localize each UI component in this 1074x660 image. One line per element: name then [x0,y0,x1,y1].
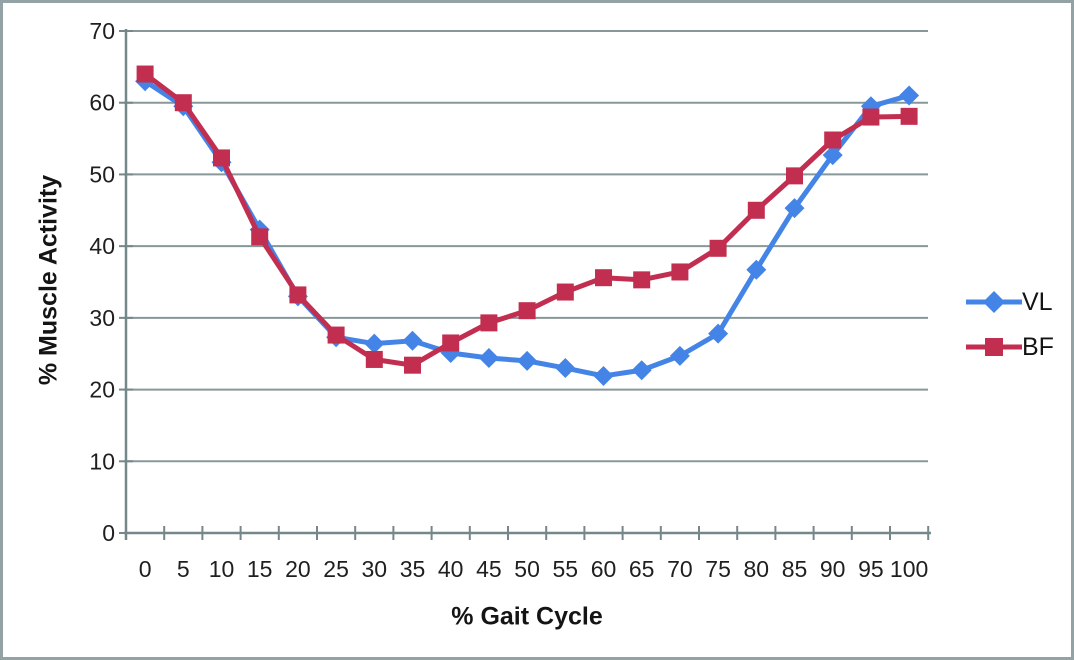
marker-bf-80 [747,201,765,219]
marker-bf-100 [900,107,918,125]
legend-entry-bf: BF [966,333,1054,361]
marker-bf-95 [862,108,880,126]
marker-vl-50 [517,350,538,371]
x-tick-label-75: 75 [705,556,731,582]
marker-bf-15 [251,228,269,246]
x-tick-label-100: 100 [890,556,928,582]
marker-bf-25 [327,326,345,344]
vl-line-marker-swatch [966,291,1022,313]
x-tick-label-60: 60 [591,556,617,582]
x-tick-label-45: 45 [476,556,502,582]
x-tick-label-30: 30 [362,556,388,582]
marker-bf-40 [442,334,460,352]
x-tick-label-55: 55 [553,556,579,582]
marker-bf-20 [289,286,307,304]
marker-vl-90 [822,145,843,166]
marker-bf-0 [136,65,154,83]
marker-bf-30 [365,350,383,368]
x-tick-label-10: 10 [209,556,235,582]
x-tick-label-85: 85 [782,556,808,582]
x-tick-label-95: 95 [858,556,884,582]
y-tick-label-50: 50 [89,161,115,187]
marker-vl-80 [746,259,767,280]
y-tick-label-20: 20 [89,377,115,403]
x-tick-label-40: 40 [438,556,464,582]
x-tick-label-35: 35 [400,556,426,582]
bf-line-marker-swatch [966,338,1022,356]
x-tick-label-20: 20 [285,556,311,582]
x-tick-label-5: 5 [177,556,190,582]
marker-vl-100 [899,85,920,106]
marker-bf-85 [786,167,803,185]
x-tick-label-80: 80 [744,556,770,582]
marker-vl-35 [402,330,423,351]
x-tick-label-65: 65 [629,556,655,582]
marker-bf-55 [556,283,574,301]
y-tick-label-40: 40 [89,233,115,259]
marker-bf-60 [595,269,612,287]
marker-bf-65 [633,271,651,289]
x-tick-label-15: 15 [247,556,273,582]
y-axis-title: % Muscle Activity [34,174,63,386]
marker-vl-30 [364,333,385,354]
y-tick-label-0: 0 [102,520,115,546]
marker-vl-85 [784,198,805,219]
legend-label-vl: VL [1022,287,1053,316]
x-tick-label-70: 70 [667,556,693,582]
legend-diamond-icon [983,291,1005,313]
marker-vl-65 [631,360,652,381]
legend: VL BF [966,288,1054,361]
series-line-bf [142,71,912,368]
marker-vl-45 [478,348,499,369]
marker-bf-5 [174,94,192,112]
x-tick-label-0: 0 [139,556,152,582]
marker-bf-10 [213,149,230,167]
marker-bf-70 [671,263,689,281]
x-tick-label-25: 25 [323,556,349,582]
marker-vl-60 [593,365,614,386]
x-tick-label-90: 90 [820,556,846,582]
marker-bf-45 [480,314,498,332]
marker-bf-50 [518,302,536,320]
legend-entry-vl: VL [966,288,1054,316]
marker-bf-90 [824,131,842,149]
y-tick-label-10: 10 [89,448,115,474]
marker-bf-35 [404,356,421,374]
y-tick-label-60: 60 [89,90,115,116]
marker-bf-75 [709,239,727,257]
legend-label-bf: BF [1022,332,1054,361]
marker-vl-55 [555,358,576,379]
x-axis-title: % Gait Cycle [451,602,603,631]
y-tick-label-70: 70 [89,18,115,44]
y-tick-label-30: 30 [89,305,115,331]
marker-vl-70 [669,345,690,366]
marker-vl-75 [708,323,729,344]
legend-square-icon [985,338,1003,356]
x-tick-label-50: 50 [514,556,540,582]
